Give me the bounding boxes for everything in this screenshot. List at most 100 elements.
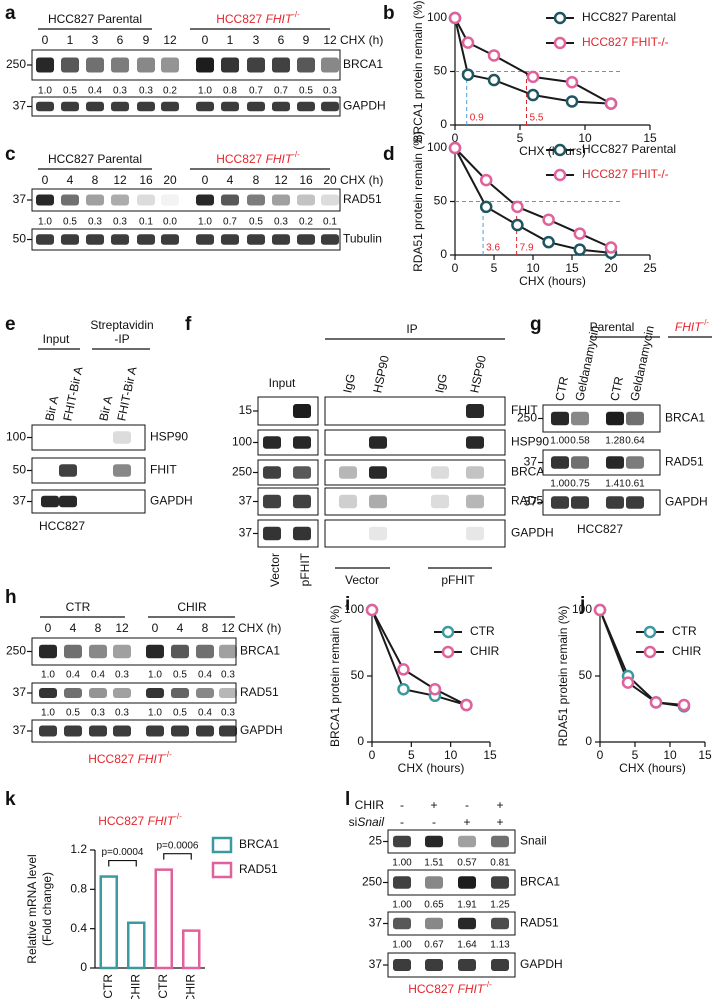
x-axis-label: CHX (hours) [619,761,686,775]
band [86,234,104,245]
blot-box [324,487,506,516]
quant-label: 0.61 [625,479,645,490]
quant-label: 0.7 [274,86,288,97]
marker-label: 37 [13,99,27,113]
lane-label: 12 [163,33,177,47]
condition-sign: + [430,798,437,812]
band [146,644,164,659]
bar [99,875,118,970]
group-label: Parental [590,320,635,334]
band-label: RAD51 [665,455,704,469]
quant-label: 0.3 [323,86,337,97]
data-point [565,95,579,108]
y-tick-label: 50 [351,668,365,682]
band-label: RAD51 [240,685,279,699]
band [458,876,476,889]
band-label: Tubulin [343,232,382,246]
band [247,234,265,245]
band [458,959,476,971]
band [171,688,189,698]
quant-label: 1.13 [490,940,510,951]
label-part: HCC827 [98,814,147,828]
band [113,464,131,477]
band [171,725,189,737]
marker-label: 37 [13,685,27,699]
bottom-label: HCC827 FHIT-/- [408,980,492,996]
data-point [604,97,618,110]
band [293,466,311,479]
band [272,101,290,112]
band [89,688,107,698]
band [466,436,484,449]
band [571,456,589,469]
lane-label: 8 [95,621,102,635]
bar [154,868,173,970]
x-tick-label: 0 [452,261,459,275]
data-point [621,676,635,689]
blot-box [324,459,506,486]
band [466,526,484,541]
label-part: FHIT [266,12,294,26]
lane-label: 12 [115,621,129,635]
x-tick-label: CHIR [183,974,197,999]
x-tick-label: 5 [491,261,498,275]
quant-label: 0.0 [163,217,177,228]
label-part: HCC827 [216,12,265,26]
band [113,431,131,444]
label-part: IP [406,322,417,336]
marker-label: 100 [6,430,26,444]
band [113,725,131,737]
condition-label: siSnail [349,815,385,829]
label-part: -/- [484,980,492,989]
legend-marker [643,625,657,639]
marker-label: 50 [13,232,27,246]
annotation-label: 5.5 [530,113,544,124]
legend-label: HCC827 Parental [582,10,676,24]
significance-bracket [108,859,137,867]
band [221,57,239,73]
group-label: HCC827 FHIT-/- [216,10,300,26]
band [293,436,311,449]
marker-label: 37 [13,494,27,508]
data-point [511,200,524,214]
band [551,411,569,426]
legend-swatch [211,836,233,854]
band [272,194,290,206]
band [297,101,315,112]
data-point [428,682,442,696]
legend-label: CTR [470,624,495,638]
series-line [371,609,467,706]
band [221,101,239,112]
band [425,959,443,971]
band [89,644,107,659]
x-tick-label: CTR [156,974,170,999]
label-part: -/- [292,150,300,159]
lane-label: 1 [67,33,74,47]
marker-label: 250 [6,57,26,71]
group-label: FHIT-/- [675,318,710,334]
band [111,57,129,73]
band [272,57,290,73]
bottom-label: HCC827 [39,519,85,533]
band [61,57,79,73]
legend-label: HCC827 FHIT-/- [582,35,669,49]
quant-label: 0.3 [115,670,129,681]
quant-label: 1.0 [198,217,212,228]
band [89,725,107,737]
legend-swatch [211,861,233,879]
data-point [526,70,540,84]
annotation-label: 0.9 [470,113,484,124]
data-point [677,698,691,712]
marker-label: 100 [232,435,252,449]
lane-axis-label: CHX (h) [238,621,281,635]
series-line [454,17,612,105]
band [137,57,155,73]
quant-label: 0.75 [570,479,590,490]
legend-label: CHIR [470,644,500,658]
lane-label: 9 [143,33,150,47]
y-tick-label: 100 [427,140,447,154]
lane-label: CTR [552,375,571,402]
band-label: HSP90 [150,430,188,444]
x-tick-label: 15 [698,748,712,762]
marker-label: 37 [13,192,27,206]
